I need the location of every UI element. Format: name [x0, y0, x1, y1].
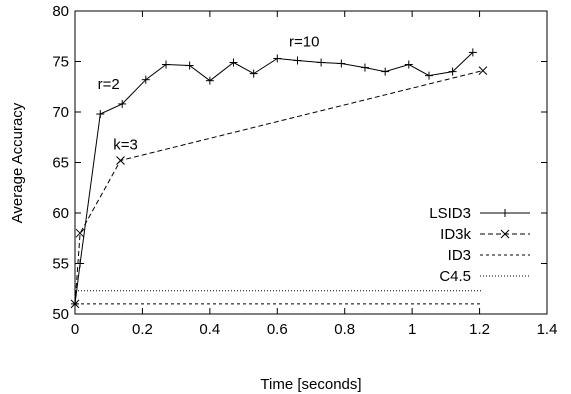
- point-id3k-3: [478, 66, 488, 75]
- x-tick-label-1: 0.2: [132, 321, 153, 338]
- legend-label-c45: C4.5: [439, 268, 471, 285]
- point-lsid3-7: [205, 76, 214, 85]
- legend-marker-lsid3: [501, 209, 509, 217]
- point-lsid3-13: [337, 59, 346, 68]
- x-tick-label-2: 0.4: [199, 321, 220, 338]
- legend-label-id3k: ID3k: [440, 226, 471, 243]
- y-tick-label-5: 75: [52, 54, 69, 71]
- x-axis-label: Time [seconds]: [260, 376, 361, 393]
- annotations: r=2 k=3 r=10: [98, 33, 320, 153]
- point-id3k-3-d2: [478, 66, 488, 75]
- point-id3k-2-d2: [116, 156, 125, 165]
- point-lsid3-15: [381, 67, 390, 76]
- x-axis: 0 0.2 0.4 0.6 0.8 1 1.2 1.4: [71, 11, 558, 338]
- x-tick-label-5: 1: [408, 321, 416, 338]
- x-tick-label-0: 0: [71, 321, 79, 338]
- point-lsid3-8: [229, 58, 238, 67]
- plot-frame: [74, 10, 548, 315]
- point-lsid3-3: [118, 99, 127, 108]
- point-lsid3-6: [185, 61, 194, 70]
- point-lsid3-9: [249, 69, 258, 78]
- point-id3k-1: [75, 228, 85, 238]
- y-axis: 50 55 60 65 70 75 80: [52, 3, 547, 323]
- point-lsid3-19: [468, 48, 477, 57]
- point-lsid3-14: [360, 63, 369, 72]
- series-line-id3k: [74, 70, 484, 304]
- series-lines: [70, 48, 488, 309]
- x-tick-label-6: 1.2: [469, 321, 490, 338]
- point-lsid3-12: [317, 58, 326, 67]
- y-tick-label-1: 55: [52, 256, 69, 273]
- y-tick-label-3: 65: [52, 155, 69, 172]
- point-id3k-1-d2: [75, 228, 85, 238]
- point-lsid3-1: [76, 259, 85, 268]
- annotation-label-0: r=2: [98, 76, 120, 93]
- point-lsid3-4: [141, 75, 150, 84]
- point-lsid3-2: [96, 110, 105, 119]
- point-id3k-2: [116, 156, 125, 165]
- point-lsid3-18: [448, 67, 457, 76]
- y-tick-label-6: 80: [52, 3, 69, 20]
- legend-label-lsid3: LSID3: [429, 205, 471, 222]
- annotation-label-2: r=10: [289, 33, 319, 50]
- point-lsid3-11: [293, 56, 302, 65]
- y-tick-label-4: 70: [52, 104, 69, 121]
- legend: LSID3 ID3k ID3 C4.5: [429, 205, 530, 285]
- y-tick-label-2: 60: [52, 205, 69, 222]
- legend-marker-id3k-d2: [500, 229, 510, 239]
- y-tick-label-0: 50: [52, 306, 69, 323]
- legend-label-id3: ID3: [448, 247, 471, 264]
- y-axis-label: Average Accuracy: [9, 102, 26, 223]
- x-tick-label-4: 0.8: [334, 321, 355, 338]
- x-tick-label-7: 1.4: [537, 321, 558, 338]
- annotation-label-1: k=3: [113, 136, 138, 153]
- legend-marker-id3k: [500, 229, 510, 239]
- point-lsid3-5: [162, 60, 171, 69]
- point-lsid3-10: [273, 54, 282, 63]
- point-lsid3-17: [425, 71, 433, 80]
- x-tick-label-3: 0.6: [267, 321, 288, 338]
- series-line-lsid3: [74, 52, 474, 304]
- point-lsid3-16: [404, 60, 413, 69]
